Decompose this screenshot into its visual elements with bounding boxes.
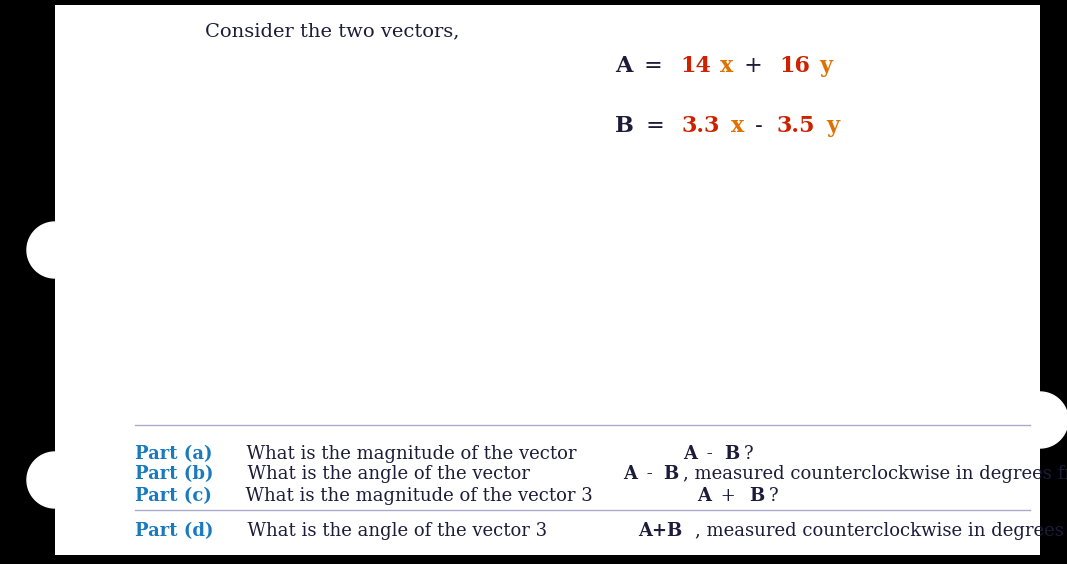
Text: A: A <box>683 445 697 463</box>
Polygon shape <box>27 452 55 508</box>
Text: Part (b): Part (b) <box>136 465 213 483</box>
Polygon shape <box>1040 392 1067 448</box>
Text: -: - <box>641 465 658 483</box>
Text: 16: 16 <box>779 55 810 77</box>
Text: 14: 14 <box>680 55 711 77</box>
Text: 3.3: 3.3 <box>682 115 720 137</box>
Text: What is the magnitude of the vector 3: What is the magnitude of the vector 3 <box>234 487 593 505</box>
Polygon shape <box>27 222 55 278</box>
Text: A: A <box>623 465 637 483</box>
Text: What is the angle of the vector 3: What is the angle of the vector 3 <box>236 522 547 540</box>
Text: What is the angle of the vector: What is the angle of the vector <box>236 465 536 483</box>
Text: Part (a): Part (a) <box>136 445 212 463</box>
Text: y: y <box>819 55 832 77</box>
Text: +: + <box>737 55 769 77</box>
Text: +: + <box>715 487 742 505</box>
Text: -: - <box>748 115 770 137</box>
Text: A: A <box>697 487 711 505</box>
Text: What is the magnitude of the vector: What is the magnitude of the vector <box>235 445 583 463</box>
Text: =: = <box>639 115 672 137</box>
Text: B: B <box>723 445 739 463</box>
Text: Consider the two vectors,: Consider the two vectors, <box>205 22 460 40</box>
Text: A+B: A+B <box>638 522 682 540</box>
Text: Part (d): Part (d) <box>136 522 213 540</box>
Text: 3.5: 3.5 <box>777 115 815 137</box>
Text: -: - <box>701 445 719 463</box>
Text: B: B <box>615 115 634 137</box>
Text: B: B <box>749 487 765 505</box>
Text: y: y <box>826 115 840 137</box>
Text: A: A <box>615 55 633 77</box>
Text: B: B <box>664 465 679 483</box>
Text: ?: ? <box>744 445 753 463</box>
Text: ?: ? <box>769 487 779 505</box>
Text: x: x <box>719 55 733 77</box>
Text: x: x <box>731 115 745 137</box>
Text: Part (c): Part (c) <box>136 487 212 505</box>
Text: , measured counterclockwise in degrees from the positive: , measured counterclockwise in degrees f… <box>695 522 1067 540</box>
Text: , measured counterclockwise in degrees from the positive: , measured counterclockwise in degrees f… <box>683 465 1067 483</box>
Text: =: = <box>637 55 670 77</box>
